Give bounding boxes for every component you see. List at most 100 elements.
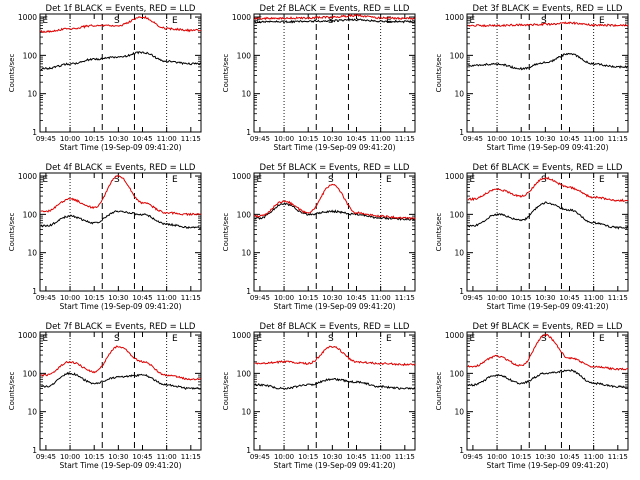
y-tick-label: 10 (241, 90, 251, 99)
marker-label: E (256, 334, 262, 344)
y-tick-label: 100 (450, 369, 465, 378)
x-tick-label: 09:45 (250, 135, 270, 143)
x-tick-label: 10:15 (84, 453, 104, 461)
x-tick-label: 10:15 (511, 294, 531, 302)
x-axis-label: Start Time (19-Sep-09 09:41:20) (274, 143, 396, 152)
events-series-line (467, 201, 629, 230)
x-tick-label: 10:00 (60, 453, 80, 461)
x-tick-label: 10:30 (535, 453, 555, 461)
x-tick-label: 10:15 (511, 453, 531, 461)
x-tick-label: 10:00 (274, 453, 294, 461)
x-tick-label: 11:00 (584, 453, 604, 461)
marker-label: E (469, 175, 475, 185)
x-tick-label: 11:15 (181, 294, 201, 302)
panel-title: Det 8f BLACK = Events, RED = LLD (260, 322, 410, 332)
y-tick-label: 1000 (18, 331, 37, 340)
lld-series-line (467, 333, 629, 371)
plot-frame (466, 13, 629, 133)
marker-label: S (541, 175, 547, 185)
x-tick-label: 09:45 (36, 294, 56, 302)
x-tick-label: 09:45 (36, 453, 56, 461)
y-tick-label: 1 (459, 287, 464, 296)
x-tick-label: 11:15 (181, 135, 201, 143)
y-tick-label: 1 (246, 287, 251, 296)
panel-9: Det 9f BLACK = Events, RED = LLD 1 10 100 10… (435, 322, 629, 470)
x-tick-label: 09:45 (463, 135, 483, 143)
marker-label: E (599, 175, 605, 185)
x-tick-label: 10:15 (511, 135, 531, 143)
lld-series-line (254, 183, 416, 220)
lld-series-line (40, 174, 202, 217)
events-series-line (467, 368, 629, 389)
x-tick-label: 11:00 (157, 294, 177, 302)
plot-frame (253, 331, 416, 451)
x-tick-label: 10:15 (84, 294, 104, 302)
lld-series-line (467, 21, 629, 28)
x-tick-label: 11:00 (157, 135, 177, 143)
x-tick-label: 10:30 (108, 294, 128, 302)
x-tick-label: 10:45 (346, 135, 366, 143)
y-axis-label: Counts/sec (222, 372, 230, 411)
x-tick-label: 11:15 (608, 135, 628, 143)
y-tick-label: 1 (32, 446, 37, 455)
x-tick-label: 10:45 (559, 135, 579, 143)
marker-label: E (599, 16, 605, 26)
y-tick-label: 100 (450, 210, 465, 219)
y-tick-label: 100 (23, 369, 38, 378)
y-axis-label: Counts/sec (8, 54, 16, 93)
x-tick-label: 09:45 (250, 294, 270, 302)
events-series-line (40, 210, 202, 230)
x-tick-label: 10:45 (132, 135, 152, 143)
y-tick-label: 1000 (445, 172, 464, 181)
x-tick-label: 10:45 (132, 453, 152, 461)
panel-7: Det 7f BLACK = Events, RED = LLD 1 10 100 10… (8, 322, 202, 470)
x-axis-label: Start Time (19-Sep-09 09:41:20) (60, 302, 182, 311)
x-tick-label: 09:45 (250, 453, 270, 461)
events-series-line (40, 371, 202, 391)
panel-3: Det 3f BLACK = Events, RED = LLD 1 10 100 10… (435, 4, 629, 152)
x-tick-label: 10:15 (298, 294, 318, 302)
x-tick-label: 09:45 (36, 135, 56, 143)
x-tick-label: 11:15 (608, 294, 628, 302)
y-tick-label: 100 (23, 210, 38, 219)
panel-4: Det 4f BLACK = Events, RED = LLD 1 10 100 10… (8, 163, 202, 311)
x-tick-label: 10:45 (559, 453, 579, 461)
x-tick-label: 10:30 (108, 135, 128, 143)
y-tick-label: 1000 (18, 172, 37, 181)
x-tick-label: 10:45 (559, 294, 579, 302)
x-tick-label: 10:30 (322, 453, 342, 461)
x-tick-label: 10:45 (346, 294, 366, 302)
y-tick-label: 10 (27, 408, 37, 417)
events-series-line (254, 18, 416, 24)
marker-label: E (42, 175, 48, 185)
x-tick-label: 09:45 (463, 294, 483, 302)
panel-2: Det 2f BLACK = Events, RED = LLD 1 10 100 10… (222, 4, 416, 152)
x-axis-label: Start Time (19-Sep-09 09:41:20) (487, 143, 609, 152)
events-series-line (467, 52, 629, 71)
x-tick-label: 10:30 (322, 294, 342, 302)
marker-label: S (114, 175, 120, 185)
x-tick-label: 11:15 (608, 453, 628, 461)
plot-frame (39, 13, 202, 133)
y-tick-label: 1000 (18, 13, 37, 22)
y-tick-label: 1 (459, 128, 464, 137)
y-tick-label: 10 (241, 408, 251, 417)
panel-6: Det 6f BLACK = Events, RED = LLD 1 10 100 10… (435, 163, 629, 311)
x-tick-label: 11:00 (584, 135, 604, 143)
marker-label: E (172, 16, 178, 26)
marker-label: S (541, 16, 547, 26)
x-tick-label: 10:00 (487, 453, 507, 461)
y-tick-label: 1000 (445, 331, 464, 340)
x-tick-label: 10:45 (346, 453, 366, 461)
x-axis-label: Start Time (19-Sep-09 09:41:20) (274, 461, 396, 470)
x-axis-label: Start Time (19-Sep-09 09:41:20) (487, 302, 609, 311)
x-tick-label: 10:15 (298, 135, 318, 143)
x-tick-label: 10:00 (60, 135, 80, 143)
panel-title: Det 2f BLACK = Events, RED = LLD (260, 4, 410, 14)
events-series-line (254, 377, 416, 390)
lld-series-line (467, 176, 629, 203)
y-tick-label: 100 (237, 210, 252, 219)
y-axis-label: Counts/sec (222, 54, 230, 93)
marker-label: E (599, 334, 605, 344)
lld-series-line (254, 13, 416, 21)
